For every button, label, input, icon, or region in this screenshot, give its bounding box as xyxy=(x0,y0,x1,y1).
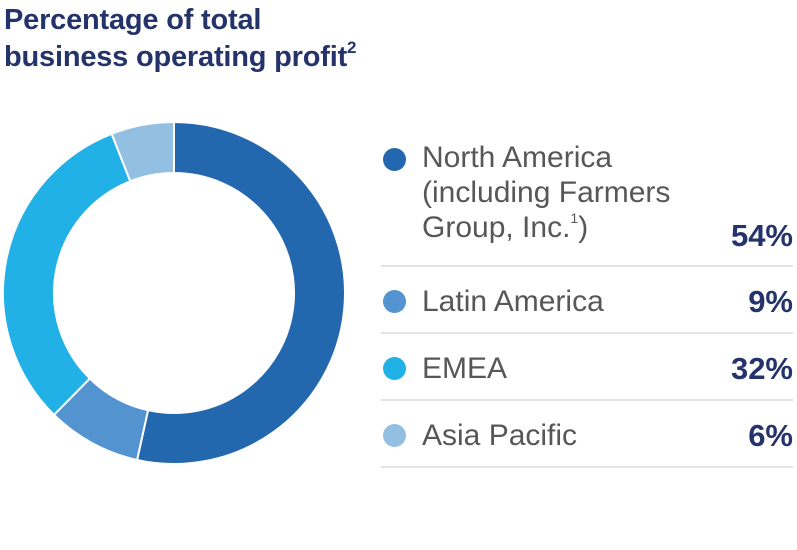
donut-segment-emea xyxy=(2,132,132,417)
legend-dot-latin-america xyxy=(383,290,406,313)
legend-label-emea: EMEA xyxy=(422,352,508,385)
legend-value-emea: 32% xyxy=(730,351,793,386)
legend-dot-north-america xyxy=(383,148,406,171)
legend-footnote: 1 xyxy=(570,210,579,226)
legend-dot-asia-pacific xyxy=(383,424,406,447)
legend-item-asia-pacific: Asia Pacific 6% xyxy=(381,401,793,468)
legend-value-asia-pacific: 6% xyxy=(748,418,793,453)
legend-value-latin-america: 9% xyxy=(748,284,793,319)
chart-legend: North America (including Farmers Group, In… xyxy=(381,130,793,468)
donut-chart xyxy=(2,120,346,465)
donut-segment-asia-pacific xyxy=(110,120,175,183)
legend-label-latin-america: Latin America xyxy=(422,285,604,318)
legend-item-north-america: North America (including Farmers Group, In… xyxy=(381,130,793,267)
legend-dot-emea xyxy=(383,357,406,380)
legend-label-north-america: North America (including Farmers Group, In… xyxy=(422,141,671,244)
legend-item-emea: EMEA 32% xyxy=(381,334,793,401)
chart-title-line1: Percentage of total xyxy=(4,4,262,36)
legend-item-latin-america: Latin America 9% xyxy=(381,267,793,334)
title-footnote: 2 xyxy=(347,38,357,57)
chart-title: Percentage of total business operating p… xyxy=(4,2,357,76)
legend-value-north-america: 54% xyxy=(730,218,793,253)
donut-segment-north-america xyxy=(135,120,346,465)
chart-title-line2: business operating profit xyxy=(4,41,348,73)
legend-label-asia-pacific: Asia Pacific xyxy=(422,419,578,452)
